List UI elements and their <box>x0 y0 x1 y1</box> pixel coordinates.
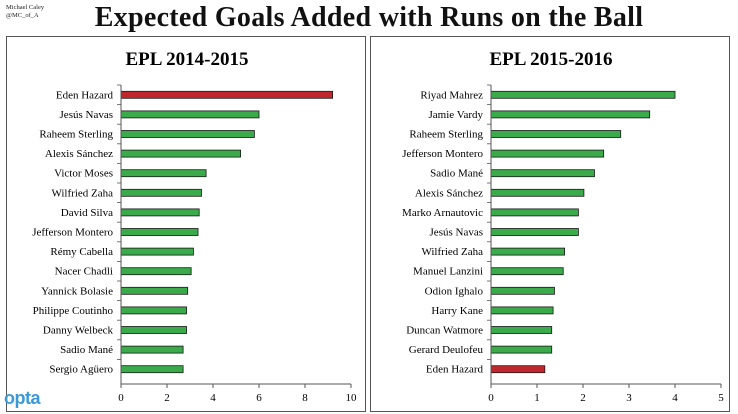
chart-title: EPL 2014-2015 <box>126 49 249 70</box>
category-label: Marko Arnautovic <box>402 207 483 219</box>
bar <box>120 286 189 295</box>
bar <box>490 326 553 334</box>
chart-2014-2015: EPL 2014-2015 Eden Hazard Jesús Navas Rahee… <box>32 49 358 404</box>
bar <box>120 90 334 99</box>
bar <box>120 208 200 217</box>
category-label: Jamie Vardy <box>429 109 484 121</box>
category-label: David Silva <box>61 207 113 219</box>
category-label: Alexis Sánchez <box>415 187 483 199</box>
x-tick-label: 2 <box>164 392 170 404</box>
category-label: Jefferson Montero <box>402 148 483 160</box>
bar <box>490 90 676 99</box>
x-tick-label: 8 <box>302 392 308 404</box>
category-label: Sadio Mané <box>430 168 483 180</box>
category-label: Raheem Sterling <box>409 129 483 141</box>
category-label: Odion Ighalo <box>425 285 484 297</box>
bar <box>490 169 595 178</box>
bar <box>120 169 207 178</box>
chart-title: EPL 2015-2016 <box>490 49 613 70</box>
chart-panel-2014-2015: EPL 2014-2015 Eden Hazard Jesús Navas Rahee… <box>6 36 366 412</box>
bar <box>120 188 202 197</box>
bar <box>120 267 192 276</box>
category-label: Jesús Navas <box>60 109 113 121</box>
bar <box>490 365 546 374</box>
category-label: Yannick Bolasie <box>41 285 113 297</box>
bar <box>490 130 622 138</box>
x-tick-label: 5 <box>718 392 724 404</box>
bar <box>120 247 194 256</box>
author-name: Michael Caley <box>6 4 45 11</box>
category-label: Jesús Navas <box>430 227 483 239</box>
bar <box>120 306 187 315</box>
category-label: Danny Welbeck <box>43 325 114 337</box>
opta-logo: opta <box>4 388 41 408</box>
bar <box>490 110 651 119</box>
bar <box>490 345 553 354</box>
bar <box>490 188 585 197</box>
category-label: Rémy Cabella <box>50 246 113 258</box>
bar <box>120 365 184 374</box>
bar <box>490 149 605 158</box>
bar <box>490 208 579 217</box>
bar <box>490 228 579 236</box>
x-tick-label: 4 <box>210 392 216 404</box>
category-label: Alexis Sánchez <box>45 148 113 160</box>
category-label: Eden Hazard <box>56 89 114 101</box>
category-label: Gerard Deulofeu <box>409 344 484 356</box>
category-label: Raheem Sterling <box>39 129 113 141</box>
chart-panel-2015-2016: EPL 2015-2016 Riyad Mahrez Jamie Vardy Rahe… <box>370 36 730 412</box>
x-tick-label: 3 <box>626 392 632 404</box>
category-label: Sergio Agüero <box>49 364 113 376</box>
bar <box>490 247 565 256</box>
bar <box>490 286 555 295</box>
x-tick-label: 0 <box>118 392 124 404</box>
bar <box>120 228 199 236</box>
main-title: Expected Goals Added with Runs on the Ba… <box>94 2 644 33</box>
category-label: Jefferson Montero <box>32 227 113 239</box>
x-tick-label: 1 <box>534 392 540 404</box>
category-label: Sadio Mané <box>60 344 113 356</box>
x-tick-label: 4 <box>672 392 678 404</box>
bar <box>120 130 255 138</box>
bar <box>120 326 187 334</box>
bar <box>490 306 554 315</box>
bar <box>120 110 260 119</box>
category-label: Philippe Coutinho <box>33 305 114 317</box>
x-tick-label: 0 <box>488 392 494 404</box>
x-tick-label: 2 <box>580 392 586 404</box>
category-label: Manuel Lanzini <box>413 266 483 278</box>
category-label: Eden Hazard <box>426 364 484 376</box>
bar <box>120 345 184 354</box>
bar <box>490 267 564 276</box>
bar <box>120 149 241 158</box>
category-label: Duncan Watmore <box>406 325 483 337</box>
x-tick-label: 6 <box>256 392 262 404</box>
category-label: Nacer Chadli <box>55 266 113 278</box>
author-credit: Michael Caley @MC_of_A <box>6 4 44 20</box>
author-handle: @MC_of_A <box>6 12 39 19</box>
chart-2015-2016: EPL 2015-2016 Riyad Mahrez Jamie Vardy Rahe… <box>402 49 724 404</box>
category-label: Victor Moses <box>54 168 113 180</box>
x-tick-label: 10 <box>346 392 358 404</box>
category-label: Riyad Mahrez <box>420 89 483 101</box>
category-label: Wilfried Zaha <box>51 187 113 199</box>
category-label: Wilfried Zaha <box>421 246 483 258</box>
category-label: Harry Kane <box>431 305 483 317</box>
